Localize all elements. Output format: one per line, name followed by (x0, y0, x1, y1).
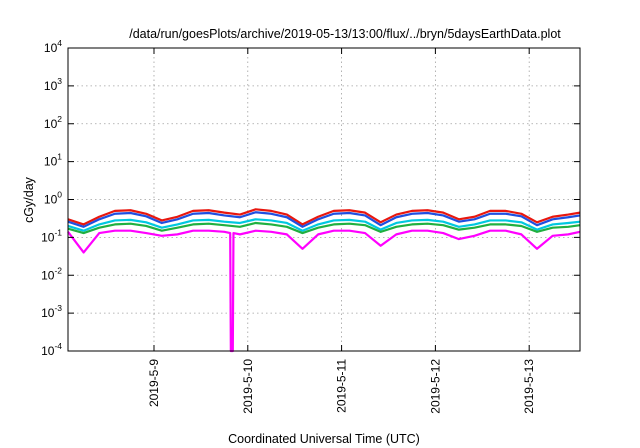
y-tick-label-exponent: 4 (57, 38, 62, 48)
x-tick-label: 2019-5-12 (428, 359, 442, 414)
y-tick-label-base: 10 (41, 344, 55, 358)
y-tick-label-base: 10 (44, 41, 58, 55)
plot-frame (67, 47, 581, 352)
y-tick-label: 104 (44, 38, 62, 55)
x-tick-label: 2019-5-13 (522, 359, 536, 414)
y-tick-label: 10-4 (41, 341, 62, 358)
y-tick-label: 10-2 (41, 265, 62, 282)
series-line-2 (67, 211, 581, 228)
series-line-1 (67, 208, 581, 226)
y-tick-label-exponent: -4 (54, 341, 62, 351)
y-tick-label-base: 10 (41, 230, 55, 244)
series-line-5 (67, 229, 581, 353)
y-tick-label-exponent: 3 (57, 76, 62, 86)
y-tick-label: 10-3 (41, 303, 62, 320)
x-tick-label: 2019-5-10 (241, 359, 255, 414)
x-axis-label: Coordinated Universal Time (UTC) (228, 432, 420, 446)
y-tick-label: 102 (44, 114, 62, 131)
y-tick-label: 101 (44, 152, 62, 169)
chart-title: /data/run/goesPlots/archive/2019-05-13/1… (129, 27, 561, 41)
y-tick-label-exponent: 2 (57, 114, 62, 124)
y-tick-label: 100 (44, 190, 62, 207)
series-line-4 (67, 221, 581, 235)
y-tick-label-base: 10 (41, 306, 55, 320)
y-tick-label-base: 10 (41, 268, 55, 282)
y-tick-label-base: 10 (44, 79, 58, 93)
y-axis-label: cGy/day (22, 176, 36, 223)
y-tick-label-exponent: -1 (54, 227, 62, 237)
x-tick-label: 2019-5-9 (147, 359, 161, 407)
grid (68, 48, 580, 351)
y-tick-label-exponent: -3 (54, 303, 62, 313)
series-layer (67, 208, 581, 353)
series-line-3 (67, 218, 581, 232)
y-tick-label: 10-1 (41, 227, 62, 244)
y-tick-label-base: 10 (44, 117, 58, 131)
y-tick-label-base: 10 (44, 193, 58, 207)
y-tick-label-exponent: -2 (54, 265, 62, 275)
x-tick-label: 2019-5-11 (335, 359, 349, 413)
y-tick-label-exponent: 0 (57, 190, 62, 200)
y-tick-label-exponent: 1 (57, 152, 62, 162)
y-tick-label-base: 10 (44, 155, 58, 169)
x-axis: 2019-5-9 2019-5-10 2019-5-11 2019-5-12 2019-… (147, 48, 536, 414)
y-tick-label: 103 (44, 76, 62, 93)
